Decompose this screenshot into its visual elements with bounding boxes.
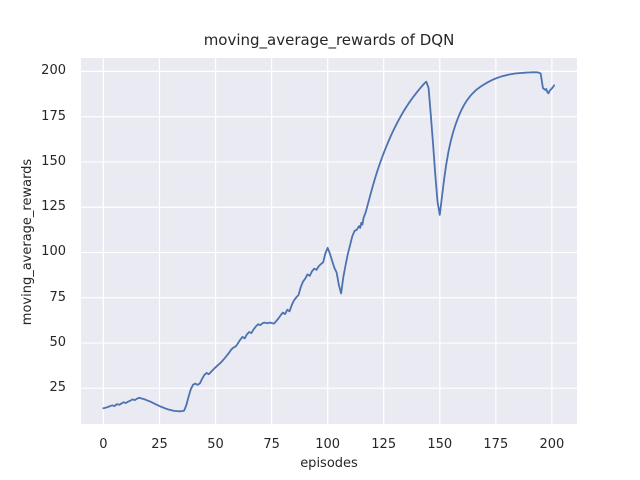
x-tick-label: 150 [427, 437, 453, 452]
y-tick-label: 25 [49, 380, 66, 396]
x-tick-label: 0 [99, 437, 108, 452]
x-tick-label: 175 [483, 437, 509, 452]
y-axis-label: moving_average_rewards [20, 158, 35, 326]
line-chart-svg [81, 58, 577, 424]
y-tick-label: 150 [41, 153, 66, 169]
y-tick-label: 50 [49, 335, 66, 351]
y-tick-label: 175 [41, 108, 66, 124]
x-tick-label: 25 [151, 437, 168, 452]
data-line-moving_average_rewards [102, 71, 556, 413]
y-tick-label: 200 [41, 63, 66, 79]
y-tick-label: 125 [41, 199, 66, 215]
x-axis-label: episodes [300, 456, 358, 471]
x-tick-label: 200 [539, 437, 565, 452]
x-tick-label: 50 [207, 437, 224, 452]
x-tick-label: 125 [371, 437, 397, 452]
y-tick-label: 100 [41, 244, 66, 260]
y-tick-label: 75 [49, 289, 66, 305]
chart-title: moving_average_rewards of DQN [203, 31, 455, 49]
x-tick-label: 75 [263, 437, 280, 452]
x-tick-label: 100 [315, 437, 341, 452]
plot-area [81, 58, 577, 424]
